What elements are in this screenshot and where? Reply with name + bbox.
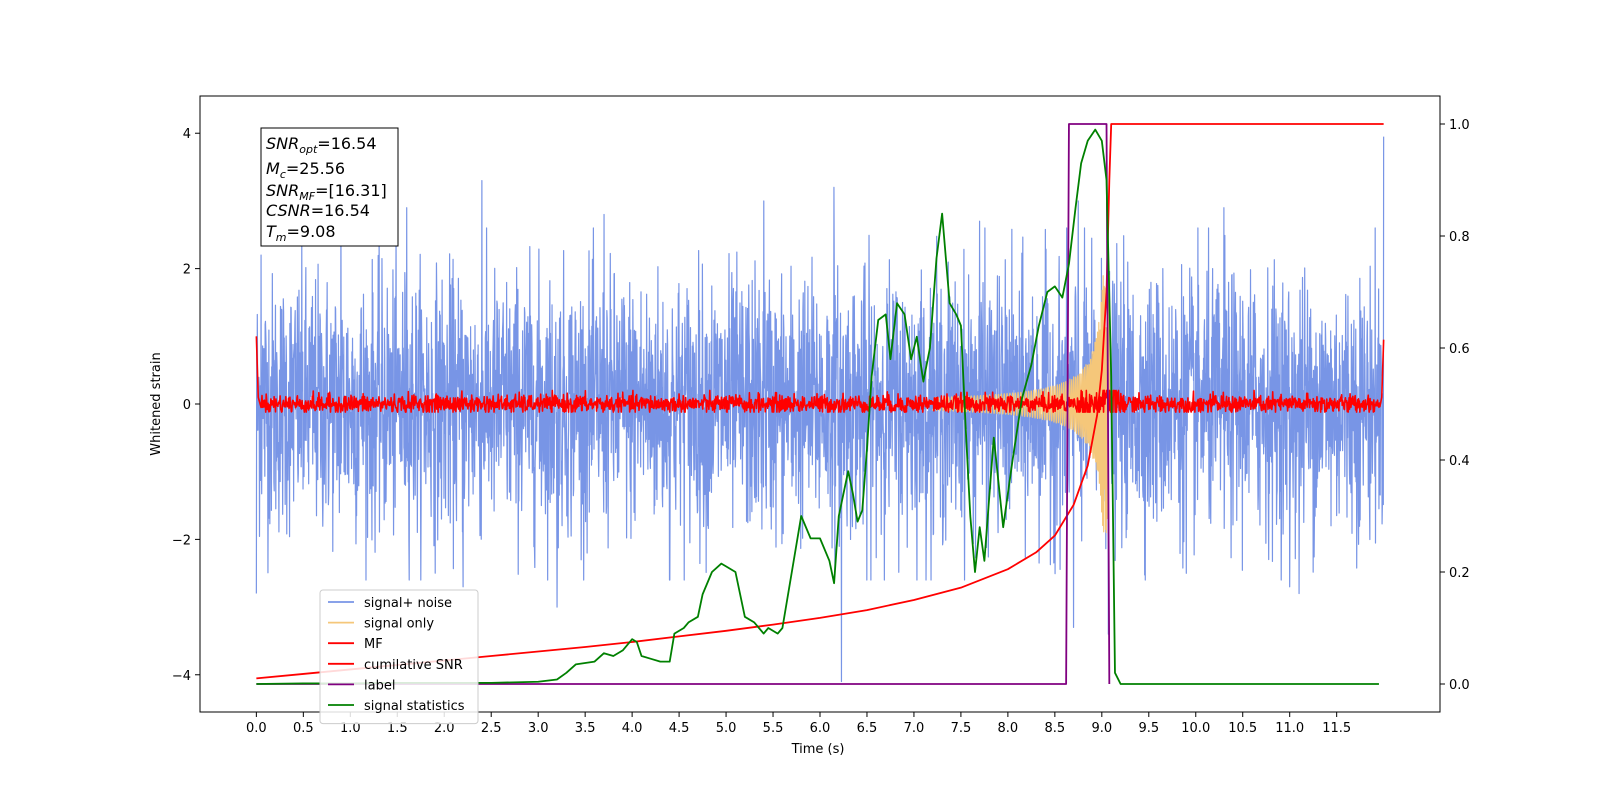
- legend-frame: [319, 589, 479, 725]
- x-tick-label: 5.0: [716, 721, 737, 736]
- x-tick-label: 11.0: [1275, 721, 1304, 736]
- annotation-snr-mf: SNRMF=[16.31]: [266, 181, 387, 203]
- x-tick-label: 1.0: [340, 721, 361, 736]
- legend-entry: MF: [364, 637, 383, 652]
- x-tick-label: 8.0: [998, 721, 1019, 736]
- series-mf: [255, 336, 1385, 413]
- y2-tick-label: 1.0: [1449, 118, 1470, 133]
- legend-entry: signal+ noise: [364, 596, 452, 611]
- y-axis-label: Whitened strain: [149, 352, 164, 455]
- legend-entry: signal only: [364, 617, 434, 632]
- x-tick-label: 2.5: [481, 721, 502, 736]
- x-axis: 0.0 0.5 1.0 1.5 2.0 2.5 3.0 3.5 4.0 4.5 5.0 5.5 6.0 6…: [246, 712, 1351, 736]
- x-tick-label: 1.5: [387, 721, 408, 736]
- annotation-csnr: CSNR=16.54: [266, 201, 370, 220]
- y2-tick-label: 0.2: [1449, 566, 1470, 581]
- legend-entry: signal statistics: [364, 699, 465, 714]
- legend-entry: label: [364, 678, 395, 693]
- x-tick-label: 7.5: [951, 721, 972, 736]
- y2-tick-label: 0.0: [1449, 678, 1470, 693]
- legend: signal+ noise signal only MF cumilative SNR…: [319, 589, 479, 725]
- x-tick-label: 9.5: [1138, 721, 1159, 736]
- x-tick-label: 7.0: [904, 721, 925, 736]
- y-tick-label: −2: [172, 533, 191, 548]
- y-tick-label: 0: [183, 398, 191, 413]
- x-tick-label: 2.0: [434, 721, 455, 736]
- annotation-tm: Tm=9.08: [266, 222, 336, 244]
- x-tick-label: 4.0: [622, 721, 643, 736]
- x-tick-label: 3.0: [528, 721, 549, 736]
- y2-tick-label: 0.6: [1449, 342, 1470, 357]
- y-tick-label: 2: [183, 263, 191, 278]
- x-tick-label: 6.5: [857, 721, 878, 736]
- x-axis-label: Time (s): [791, 742, 845, 757]
- annotation-box: SNRopt=16.54 Mc=25.56 SNRMF=[16.31] CSNR…: [260, 127, 399, 247]
- annotation-mc: Mc=25.56: [266, 159, 345, 181]
- x-tick-label: 5.5: [763, 721, 784, 736]
- x-tick-label: 8.5: [1045, 721, 1066, 736]
- series-signal-noise: [255, 136, 1385, 683]
- y-tick-label: −4: [172, 669, 191, 684]
- x-tick-label: 9.0: [1091, 721, 1112, 736]
- x-tick-label: 11.5: [1322, 721, 1351, 736]
- series-signal-statistics: [256, 128, 1379, 685]
- y-axis-left: 4 2 0 −2 −4: [172, 127, 200, 684]
- series-label: [256, 123, 1111, 685]
- x-tick-label: 10.0: [1181, 721, 1210, 736]
- x-tick-label: 0.5: [293, 721, 314, 736]
- x-tick-label: 6.0: [810, 721, 831, 736]
- annotation-snr-opt: SNRopt=16.54: [266, 134, 377, 156]
- x-tick-label: 10.5: [1228, 721, 1257, 736]
- y-tick-label: 4: [183, 127, 191, 142]
- y2-tick-label: 0.8: [1449, 230, 1470, 245]
- x-tick-label: 3.5: [575, 721, 596, 736]
- x-tick-label: 0.0: [246, 721, 267, 736]
- x-tick-label: 4.5: [669, 721, 690, 736]
- y2-tick-label: 0.4: [1449, 454, 1470, 469]
- annotation-frame: [260, 127, 399, 247]
- y-axis-right: 1.0 0.8 0.6 0.4 0.2 0.0: [1440, 118, 1470, 693]
- legend-entry: cumilative SNR: [364, 658, 463, 673]
